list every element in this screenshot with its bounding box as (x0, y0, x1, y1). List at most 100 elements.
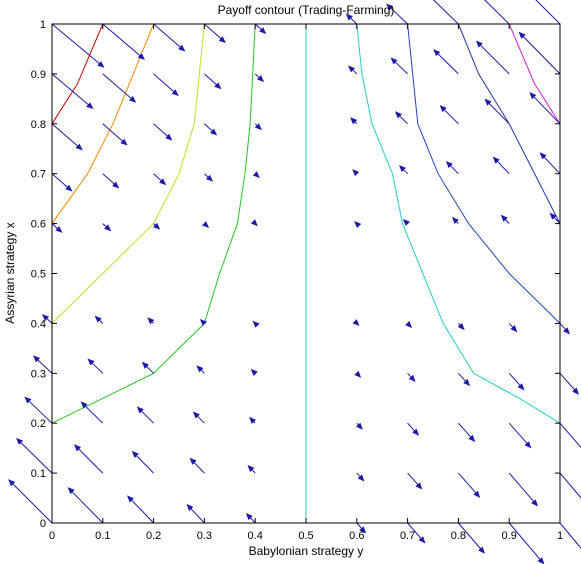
vector-arrow (250, 368, 258, 376)
y-tick-label: 0.8 (31, 119, 46, 131)
vector-arrow (147, 317, 155, 325)
vector-arrow (549, 212, 561, 224)
vector-arrow (254, 123, 262, 131)
vector-arrow (153, 123, 173, 141)
vector-arrow (189, 457, 205, 474)
vector-arrow (16, 437, 53, 474)
vector-arrow (559, 323, 570, 335)
vector-arrow (445, 160, 459, 175)
x-tick-label: 0 (49, 530, 55, 542)
vector-arrow (249, 416, 257, 425)
vector-arrow (252, 171, 260, 179)
vector-arrow (484, 98, 510, 125)
y-tick-label: 1 (40, 19, 46, 31)
vector-arrow (252, 320, 260, 328)
vector-arrow (407, 422, 420, 436)
vector-arrow (500, 214, 510, 224)
vector-arrow (475, 40, 510, 75)
vector-arrow (51, 173, 73, 192)
vector-arrow (41, 314, 53, 324)
contour-line (51, 23, 104, 125)
vector-arrow (131, 450, 154, 474)
vector-arrow (73, 444, 104, 474)
vector-arrow (141, 361, 154, 374)
vector-arrow (102, 73, 137, 103)
vector-arrow (204, 23, 226, 43)
vector-arrow (390, 57, 408, 75)
vector-arrow (352, 318, 360, 327)
vector-arrow (204, 73, 222, 90)
x-tick-label: 0.9 (502, 530, 517, 542)
contour-lines (51, 23, 561, 523)
vector-arrow (439, 105, 459, 125)
vector-arrow (457, 322, 465, 331)
y-tick-label: 0.7 (31, 169, 46, 181)
vector-arrow (245, 512, 256, 524)
y-tick-label: 0.9 (31, 69, 46, 81)
x-tick-label: 0.5 (298, 530, 313, 542)
vector-arrow (407, 472, 423, 490)
vector-arrow (518, 31, 561, 75)
vector-arrow (539, 152, 561, 175)
vector-arrow (508, 522, 545, 564)
contour-line (51, 23, 256, 424)
vector-arrow (250, 219, 258, 227)
vector-arrow (51, 123, 83, 151)
vector-arrow (153, 73, 179, 97)
vector-arrow (186, 503, 205, 524)
vector-arrow (32, 355, 53, 374)
vector-arrow (199, 318, 208, 327)
x-tick-label: 0.6 (349, 530, 364, 542)
vector-arrow (559, 422, 581, 455)
vector-arrow (254, 73, 265, 82)
vector-arrow (153, 23, 186, 52)
vector-arrow (508, 472, 538, 507)
vector-arrow (398, 165, 408, 175)
vector-arrow (492, 156, 510, 175)
vector-arrow (484, 0, 510, 25)
vector-arrow (51, 223, 63, 233)
x-tick-label: 0.1 (95, 530, 110, 542)
x-tick-label: 0.7 (400, 530, 415, 542)
y-tick-label: 0.4 (31, 318, 46, 330)
axes-box (51, 23, 561, 524)
x-tick-label: 0.2 (146, 530, 161, 542)
vector-arrow (87, 358, 104, 374)
vector-arrow (102, 123, 128, 146)
contour-line (508, 23, 561, 125)
y-tick-label: 0.1 (31, 468, 46, 480)
vector-arrow (152, 222, 161, 230)
vector-arrow (535, 0, 561, 25)
vector-arrow (394, 111, 408, 125)
vector-arrow (350, 117, 358, 125)
vector-arrow (24, 396, 53, 424)
vector-arrow (254, 23, 267, 34)
vector-arrow (356, 522, 367, 534)
y-axis-label: Assyrian strategy x (3, 222, 17, 323)
vector-arrow (458, 522, 485, 554)
vector-arrow (559, 472, 581, 499)
vector-arrow (354, 220, 362, 229)
vector-arrow (201, 220, 210, 228)
vector-arrow (8, 479, 53, 524)
vector-arrow (347, 65, 358, 75)
x-axis-label: Babylonian strategy y (249, 544, 364, 558)
vector-arrow (102, 223, 112, 232)
vector-arrow (426, 0, 459, 25)
vector-arrow (204, 173, 214, 182)
y-tick-label: 0.5 (31, 269, 46, 281)
vector-arrow (51, 23, 105, 68)
vector-arrow (529, 92, 561, 125)
vector-arrow (508, 323, 518, 333)
vector-arrow (51, 73, 94, 110)
vector-arrow (80, 401, 104, 424)
x-tick-label: 0.3 (197, 530, 212, 542)
vector-arrow (458, 472, 481, 498)
contour-line (51, 23, 205, 324)
vector-field (8, 0, 581, 564)
vector-arrow (433, 49, 459, 75)
vector-arrow (559, 522, 581, 549)
vector-arrow (136, 406, 154, 424)
